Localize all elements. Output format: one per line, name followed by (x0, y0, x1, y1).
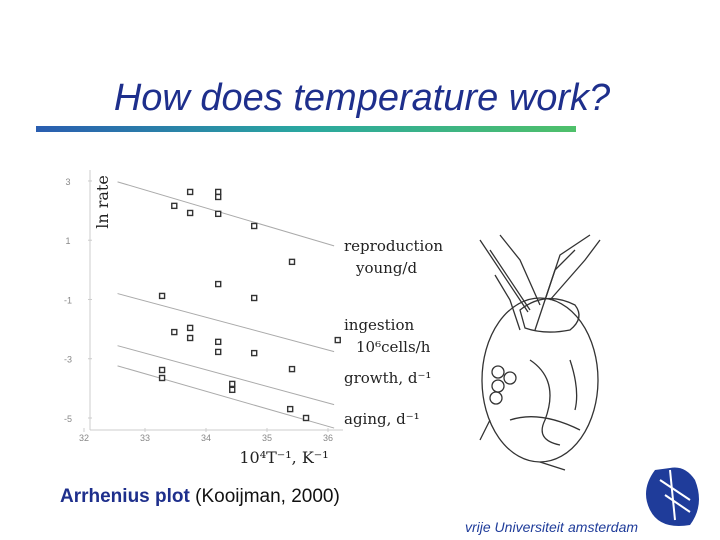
logo-text-right: amsterdam (568, 519, 638, 535)
x-tick-label: 35 (262, 433, 272, 443)
x-tick-label: 34 (201, 433, 211, 443)
series-label: ingestion (344, 316, 414, 334)
data-point (214, 188, 222, 196)
vu-logo: vrije Universiteit amsterdam (465, 467, 699, 535)
data-point (302, 414, 310, 422)
data-point (158, 292, 166, 300)
data-point (286, 405, 294, 413)
title-underline (36, 126, 576, 132)
caption-rest: (Kooijman, 2000) (195, 486, 340, 507)
logo-text-left: vrije Universiteit (465, 519, 565, 535)
data-point (334, 336, 341, 344)
data-point (214, 280, 222, 288)
data-point (214, 338, 222, 346)
data-point (186, 324, 194, 332)
data-point (158, 374, 166, 382)
chart: ln rate 10⁴T⁻¹, K⁻¹ 3 1 -1 -3 -5 32 33 34 35 36 re… (64, 170, 443, 467)
fit-line (117, 345, 335, 406)
fit-line (117, 181, 335, 247)
data-point (171, 328, 178, 336)
y-tick-label: 1 (65, 236, 70, 246)
data-point (288, 365, 296, 373)
data-point (288, 258, 296, 266)
data-point (186, 188, 194, 196)
data-point (214, 348, 222, 356)
x-tick-label: 33 (140, 433, 150, 443)
x-tick-label: 32 (79, 433, 89, 443)
x-axis-label: 10⁴T⁻¹, K⁻¹ (239, 448, 328, 467)
series-unit: 10⁶cells/h (356, 338, 431, 356)
caption-bold: Arrhenius plot (60, 486, 191, 507)
y-axis-label: ln rate (93, 175, 112, 229)
data-point (214, 210, 222, 218)
fit-line (117, 365, 335, 429)
data-point (186, 209, 194, 217)
data-point (214, 193, 222, 201)
series-label: reproduction (344, 237, 443, 255)
caption: Arrhenius plot (Kooijman, 2000) (60, 486, 340, 507)
y-tick-label: -3 (64, 355, 72, 365)
data-point (158, 366, 166, 374)
fit-line (117, 293, 335, 353)
data-point (186, 334, 194, 342)
data-point (250, 294, 258, 302)
data-point (229, 380, 236, 388)
series-unit: young/d (355, 259, 417, 277)
y-tick-label: 3 (65, 177, 70, 187)
y-tick-label: -5 (64, 414, 72, 424)
data-point (171, 202, 178, 210)
x-tick-label: 36 (323, 433, 333, 443)
slide-title: How does temperature work? (114, 77, 611, 119)
data-point (250, 349, 258, 357)
data-point (250, 222, 258, 230)
data-point (229, 386, 236, 394)
daphnia-drawing (479, 234, 601, 471)
series-label: growth, d⁻¹ (344, 369, 431, 387)
series-label: aging, d⁻¹ (344, 410, 420, 428)
y-tick-label: -1 (64, 295, 72, 305)
